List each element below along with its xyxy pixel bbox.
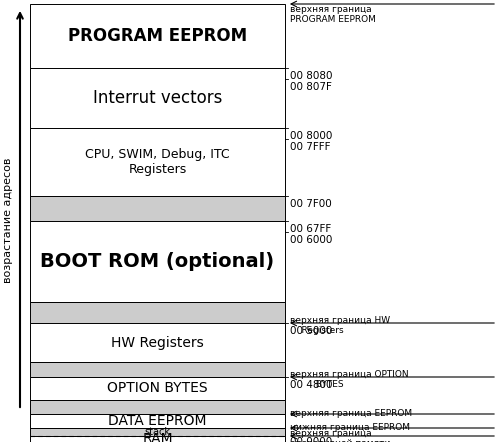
Bar — [30, 196, 285, 221]
Bar — [30, 302, 285, 323]
Text: DATA EEPROM: DATA EEPROM — [108, 414, 206, 428]
Text: 00 6000: 00 6000 — [290, 235, 332, 245]
Text: 00 8000: 00 8000 — [290, 131, 332, 141]
Text: CPU, SWIM, Debug, ITC
Registers: CPU, SWIM, Debug, ITC Registers — [85, 148, 229, 176]
Bar — [30, 428, 285, 436]
Text: BOOT ROM (optional): BOOT ROM (optional) — [41, 252, 274, 271]
Bar — [30, 400, 285, 414]
Text: верхняя граница HW: верхняя граница HW — [290, 316, 389, 325]
Bar — [30, 362, 285, 377]
Text: нижняя граница EEPROM: нижняя граница EEPROM — [290, 423, 409, 432]
Text: 00 7F00: 00 7F00 — [290, 199, 331, 209]
Text: 00 807F: 00 807F — [290, 82, 331, 92]
Text: PROGRAM EEPROM: PROGRAM EEPROM — [290, 15, 375, 24]
Text: верхняя граница OPTION: верхняя граница OPTION — [290, 370, 408, 379]
Text: 00 0000: 00 0000 — [290, 437, 332, 442]
Bar — [30, 4, 285, 68]
Bar — [30, 128, 285, 196]
Bar — [30, 436, 285, 442]
Bar — [30, 377, 285, 400]
Text: возрастание адресов: возрастание адресов — [3, 157, 13, 283]
Text: 00 7FFF: 00 7FFF — [290, 142, 330, 152]
Text: оперативной памяти: оперативной памяти — [290, 439, 390, 442]
Text: HW Registers: HW Registers — [111, 335, 203, 350]
Text: stack: stack — [144, 427, 170, 437]
Text: PROGRAM EEPROM: PROGRAM EEPROM — [68, 27, 246, 45]
Text: Registers: Registers — [290, 326, 343, 335]
Bar — [30, 414, 285, 428]
Text: верхняя граница: верхняя граница — [290, 5, 371, 14]
Text: BYTES: BYTES — [290, 380, 343, 389]
Bar — [30, 323, 285, 362]
Text: Interrut vectors: Interrut vectors — [93, 89, 222, 107]
Text: верхняя граница EEPROM: верхняя граница EEPROM — [290, 409, 411, 418]
Text: OPTION BYTES: OPTION BYTES — [107, 381, 207, 396]
Text: 00 8080: 00 8080 — [290, 71, 332, 81]
Text: 00 4800: 00 4800 — [290, 380, 332, 390]
Bar — [30, 221, 285, 302]
Text: верхняя граница: верхняя граница — [290, 429, 371, 438]
Bar — [30, 68, 285, 128]
Text: 00 67FF: 00 67FF — [290, 224, 331, 234]
Text: RAM: RAM — [142, 432, 172, 442]
Text: 00 5000: 00 5000 — [290, 326, 332, 336]
